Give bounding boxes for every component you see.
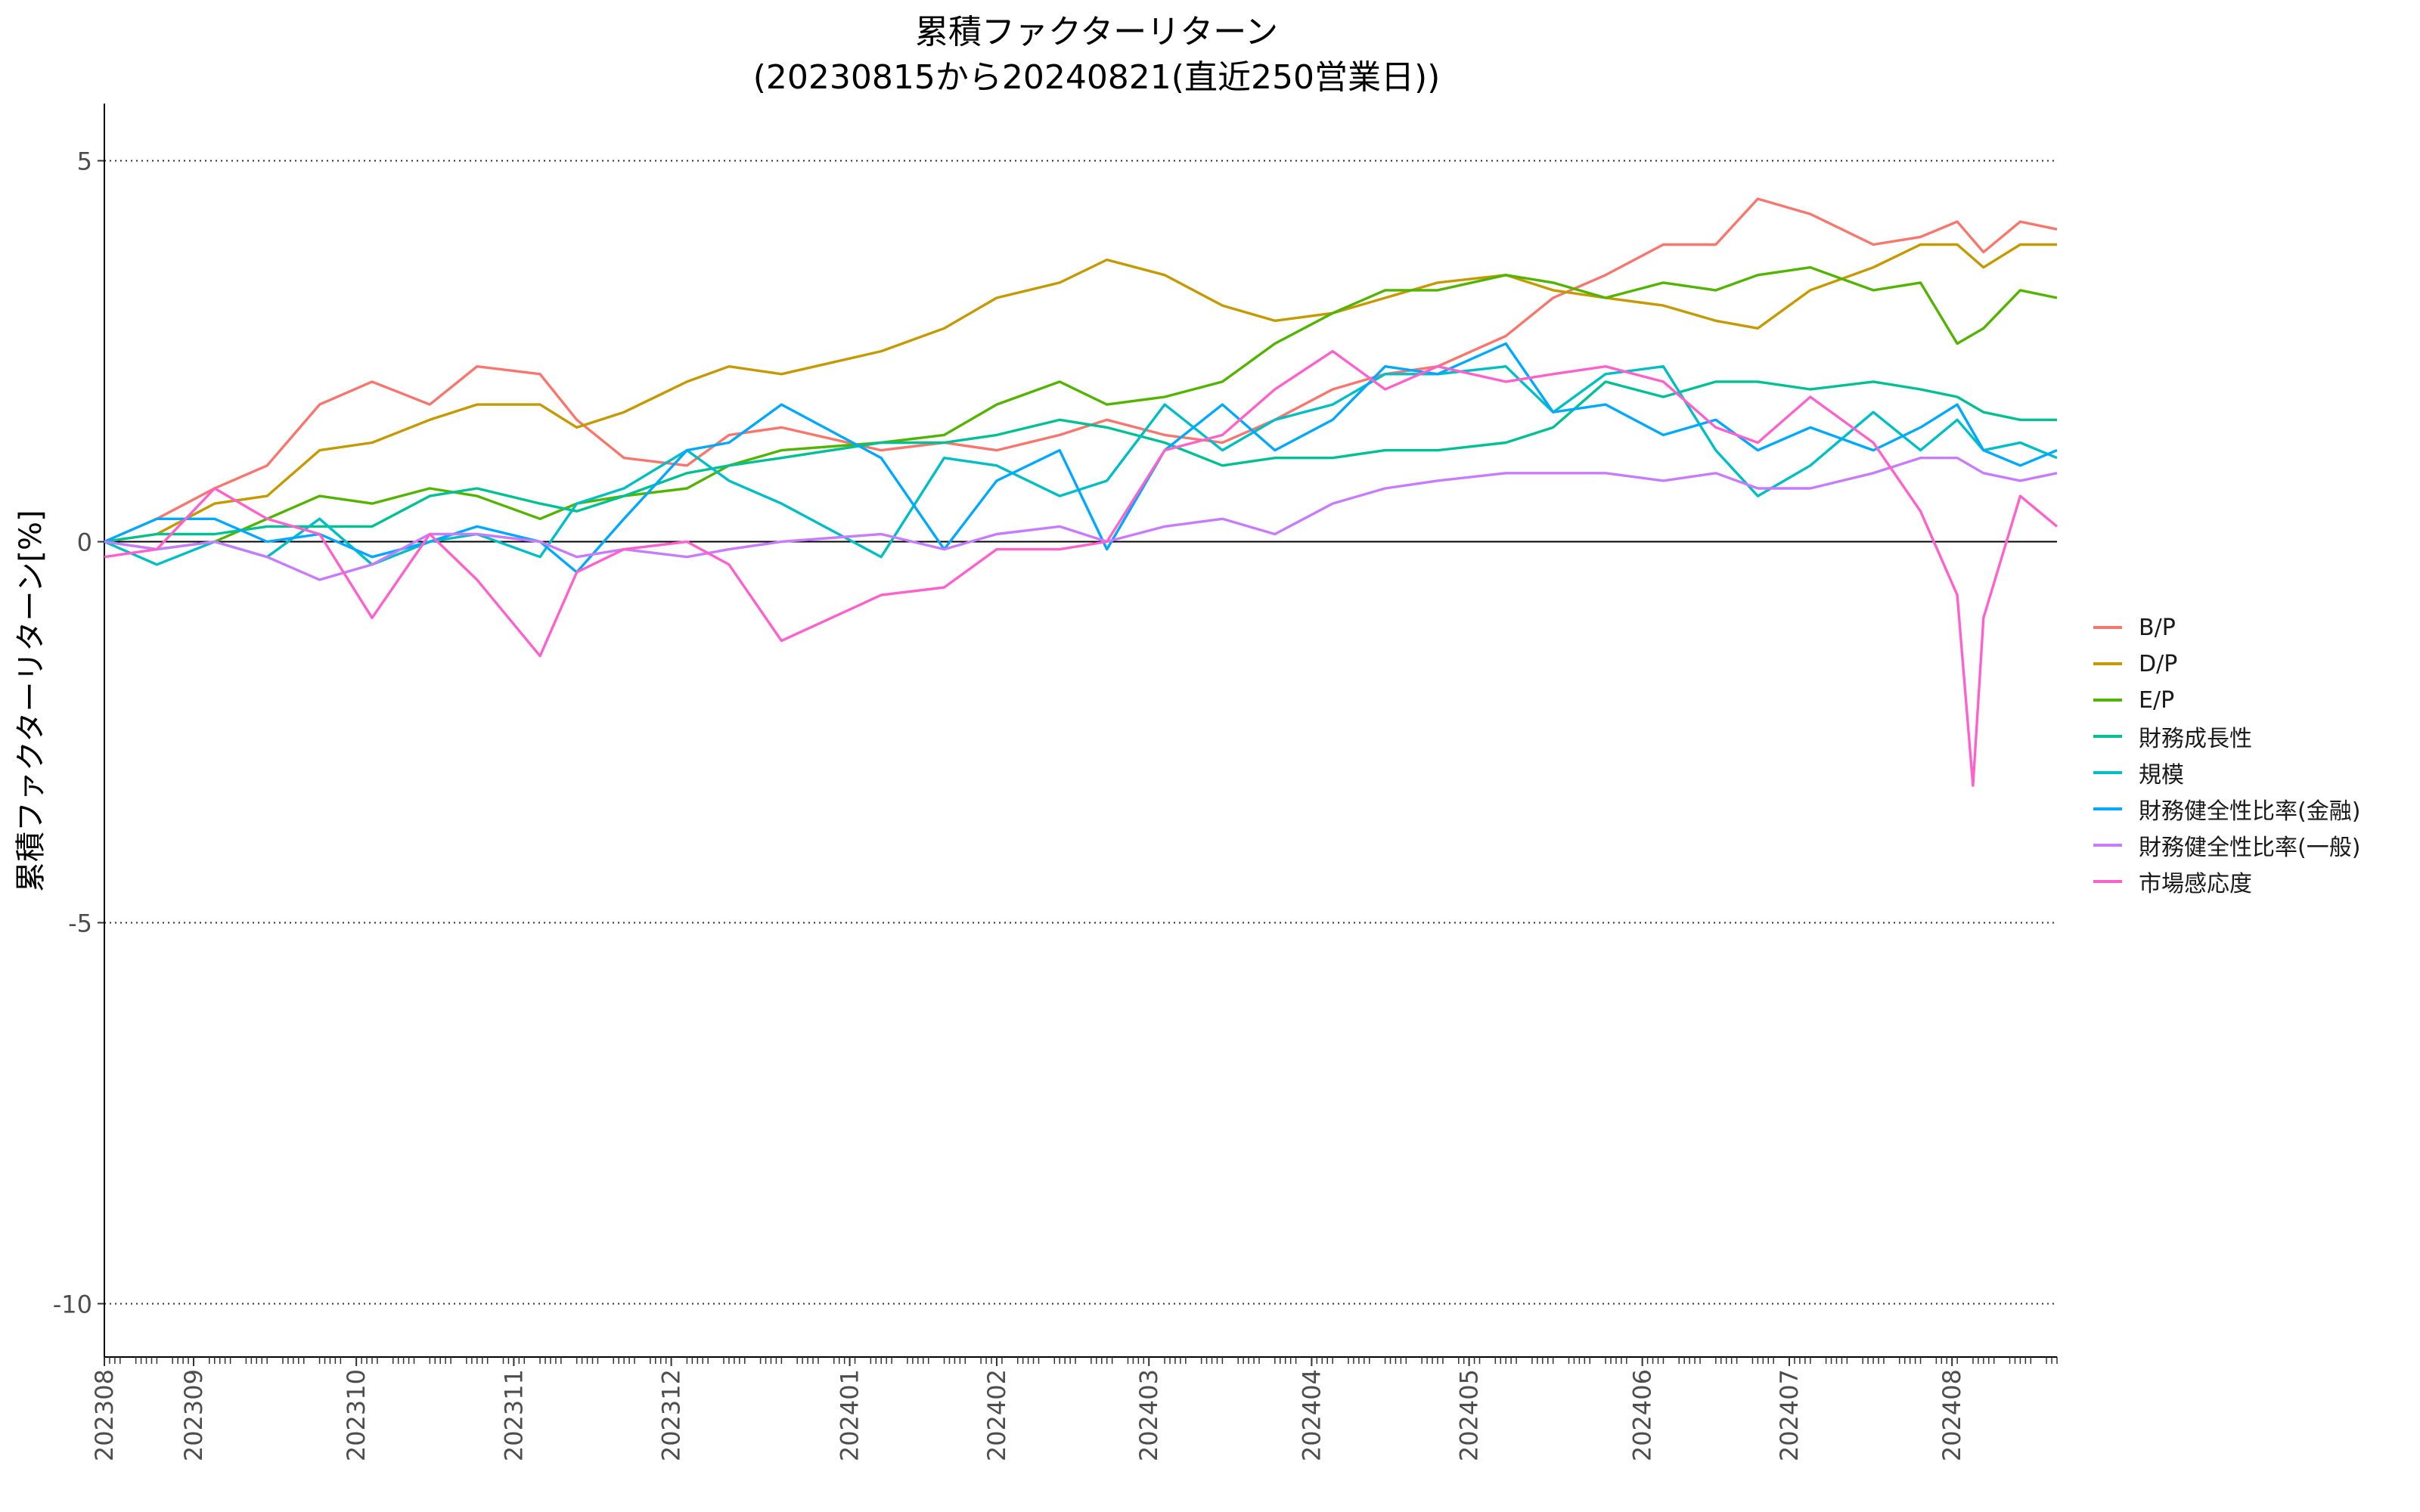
chart-title: 累積ファクターリターン bbox=[914, 13, 1279, 51]
y-tick-label: -5 bbox=[68, 909, 92, 937]
legend-swatch bbox=[2093, 735, 2122, 738]
legend-label: 財務健全性比率(一般) bbox=[2139, 835, 2361, 861]
legend-swatch bbox=[2093, 626, 2122, 629]
legend-swatch bbox=[2093, 771, 2122, 774]
series-line bbox=[104, 342, 2058, 574]
series-line bbox=[104, 266, 2058, 551]
legend-label: 財務成長性 bbox=[2139, 726, 2252, 752]
x-tick-label: 202404 bbox=[1297, 1369, 1326, 1461]
legend: B/P D/P E/P 財務成長性規模財務健全性比率(金融) 財務健全性比率(一般) 市場… bbox=[2093, 609, 2360, 900]
x-tick-label: 202312 bbox=[657, 1369, 686, 1461]
series-line bbox=[104, 365, 2058, 566]
x-tick-label: 202407 bbox=[1775, 1369, 1804, 1461]
y-tick-label: 0 bbox=[77, 528, 92, 557]
legend-label: D/P bbox=[2139, 650, 2178, 677]
x-tick-label: 202402 bbox=[982, 1369, 1011, 1461]
x-tick-label: 202311 bbox=[499, 1369, 528, 1461]
legend-swatch bbox=[2093, 880, 2122, 883]
legend-item: 財務成長性 bbox=[2093, 718, 2360, 754]
y-tick-label: 5 bbox=[77, 147, 92, 176]
legend-label: 規模 bbox=[2139, 762, 2184, 789]
legend-label: B/P bbox=[2139, 614, 2176, 641]
legend-swatch bbox=[2093, 807, 2122, 810]
legend-label: E/P bbox=[2139, 686, 2175, 714]
x-tick-label: 202408 bbox=[1938, 1369, 1966, 1461]
series-line bbox=[104, 349, 2059, 787]
x-tick-label: 202310 bbox=[342, 1369, 371, 1461]
x-tick-label: 202406 bbox=[1628, 1369, 1657, 1461]
legend-item: D/P bbox=[2093, 646, 2360, 682]
legend-label: 市場感応度 bbox=[2139, 871, 2252, 897]
x-tick-label: 202309 bbox=[179, 1369, 208, 1461]
legend-swatch bbox=[2093, 662, 2122, 665]
chart-subtitle: (20230815から20240821(直近250営業日)) bbox=[752, 58, 1441, 97]
series-line bbox=[104, 380, 2057, 544]
legend-item: 市場感応度 bbox=[2093, 863, 2360, 900]
legend-swatch bbox=[2093, 844, 2122, 847]
legend-item: B/P bbox=[2093, 609, 2360, 646]
x-tick-label: 202308 bbox=[90, 1369, 119, 1461]
series-line bbox=[104, 457, 2058, 581]
x-tick-label: 202401 bbox=[836, 1369, 864, 1461]
legend-item: 財務健全性比率(一般) bbox=[2093, 827, 2360, 863]
legend-swatch bbox=[2093, 699, 2122, 702]
x-tick-label: 202403 bbox=[1134, 1369, 1163, 1461]
series-line bbox=[104, 197, 2058, 544]
legend-item: 規模 bbox=[2093, 754, 2360, 791]
x-tick-label: 202405 bbox=[1455, 1369, 1484, 1461]
legend-item: 財務健全性比率(金融) bbox=[2093, 791, 2360, 827]
series-line bbox=[104, 243, 2057, 544]
legend-item: E/P bbox=[2093, 682, 2360, 718]
legend-label: 財務健全性比率(金融) bbox=[2139, 798, 2361, 825]
y-tick-label: -10 bbox=[53, 1290, 92, 1318]
